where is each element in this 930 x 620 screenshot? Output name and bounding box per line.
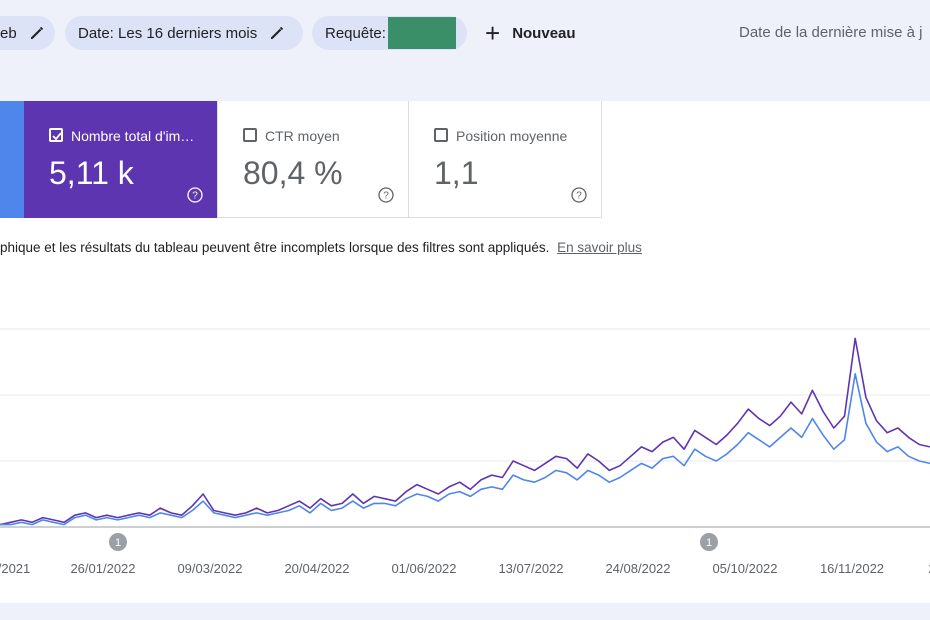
performance-chart: /2021 26/01/2022 09/03/2022 20/04/2022 01/06… [0, 328, 930, 576]
x-tick-label: 01/06/2022 [391, 561, 456, 576]
redacted-query-value [387, 17, 456, 49]
x-tick-label: /2021 [0, 561, 30, 576]
checkbox-position[interactable] [434, 128, 448, 142]
annotation-marker[interactable]: 1 [700, 533, 718, 551]
learn-more-link[interactable]: En savoir plus [557, 240, 642, 255]
filter-chip-query-label: Requête: [325, 24, 386, 42]
filter-chip-date-label: Date: Les 16 derniers mois [78, 24, 258, 42]
metric-card-position[interactable]: Position moyenne 1,1 ? [409, 101, 602, 218]
new-filter-button[interactable]: + Nouveau [485, 16, 576, 50]
edit-icon[interactable] [29, 25, 45, 41]
annotation-marker[interactable]: 1 [109, 533, 127, 551]
clicks-series-line [0, 372, 930, 526]
new-filter-label: Nouveau [512, 24, 576, 42]
annotation-label: 1 [115, 537, 121, 549]
svg-text:?: ? [192, 191, 198, 202]
edit-icon[interactable] [269, 25, 285, 41]
metric-value-position: 1,1 [434, 155, 479, 191]
plus-icon: + [485, 18, 501, 48]
x-tick-label: 16/11/2022 [820, 561, 884, 576]
x-tick-label: 20/04/2022 [284, 561, 349, 576]
help-icon[interactable]: ? [378, 187, 394, 203]
x-tick-label: 09/03/2022 [177, 561, 242, 576]
metric-value-impressions: 5,11 k [49, 155, 134, 191]
filter-chip-search-type[interactable]: eb [0, 16, 55, 50]
checkbox-ctr[interactable] [243, 128, 257, 142]
checkmark-icon [52, 132, 62, 141]
metric-label-impressions: Nombre total d'im… [71, 128, 195, 144]
x-tick-label: 05/10/2022 [712, 561, 777, 576]
last-update-text: Date de la dernière mise à j [739, 24, 923, 41]
impressions-series-line [0, 337, 930, 526]
filter-bar: eb Date: Les 16 derniers mois Requête: +… [0, 0, 930, 66]
footer-band [0, 603, 930, 620]
filter-notice: phique et les résultats du tableau peuve… [0, 240, 642, 255]
svg-text:?: ? [576, 191, 582, 202]
metric-label-position: Position moyenne [456, 128, 568, 144]
metric-value-ctr: 80,4 % [243, 155, 343, 191]
filter-chip-date[interactable]: Date: Les 16 derniers mois [65, 16, 303, 50]
x-tick-label: 13/07/2022 [498, 561, 563, 576]
x-tick-label: 24/08/2022 [605, 561, 670, 576]
metric-card-ctr[interactable]: CTR moyen 80,4 % ? [217, 101, 409, 218]
filter-chip-query[interactable]: Requête: [312, 16, 467, 50]
annotation-label: 1 [706, 537, 712, 549]
filter-chip-search-type-label: eb [0, 24, 17, 42]
metric-label-ctr: CTR moyen [265, 128, 340, 144]
metric-card-impressions[interactable]: Nombre total d'im… 5,11 k ? [24, 101, 217, 218]
checkbox-impressions[interactable] [49, 128, 63, 142]
help-icon[interactable]: ? [187, 187, 203, 203]
x-tick-label: 2 [928, 561, 930, 576]
metric-card-clicks[interactable] [0, 101, 24, 218]
help-icon[interactable]: ? [571, 187, 587, 203]
filter-notice-text: phique et les résultats du tableau peuve… [0, 240, 550, 255]
svg-text:?: ? [383, 191, 389, 202]
performance-panel: Nombre total d'im… 5,11 k ? CTR moyen 80… [0, 101, 930, 603]
x-tick-label: 26/01/2022 [70, 561, 135, 576]
